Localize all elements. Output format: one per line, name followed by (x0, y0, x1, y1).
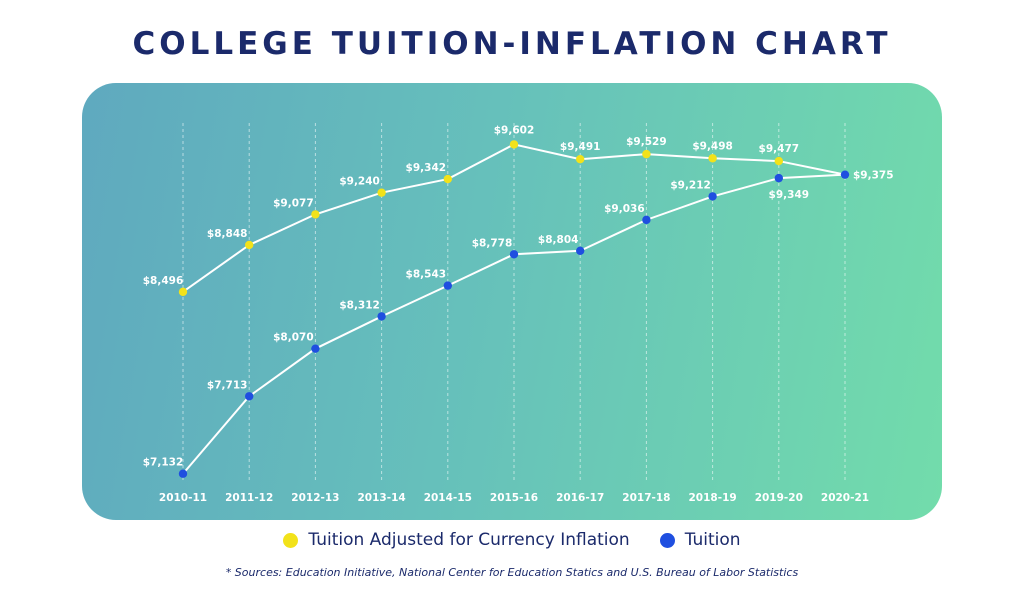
data-point-tuition (311, 344, 320, 353)
data-point-tuition (178, 469, 188, 478)
legend-item-tuition: Tuition (659, 530, 741, 550)
data-point-tuition (774, 173, 783, 183)
data-point-adjusted (576, 155, 585, 164)
legend-marker-tuition (659, 532, 675, 548)
x-tick-label: 2018-19 (688, 492, 736, 504)
data-label-tuition: $8,804 (538, 234, 579, 246)
data-label-tuition: $9,036 (604, 203, 645, 215)
x-tick-label: 2010-11 (159, 492, 207, 504)
x-tick-label: 2019-20 (755, 492, 803, 504)
data-label-tuition: $7,713 (207, 379, 248, 391)
data-label-adjusted: $8,496 (143, 275, 184, 287)
x-tick-label: 2020-21 (821, 492, 869, 504)
x-tick-label: 2015-16 (490, 492, 538, 504)
data-label-tuition: $9,349 (769, 189, 810, 201)
x-tick-label: 2011-12 (225, 492, 273, 504)
data-label-tuition: $8,543 (406, 269, 447, 281)
data-point-adjusted (708, 154, 717, 163)
x-tick-label: 2014-15 (424, 492, 472, 504)
data-point-tuition (245, 392, 254, 401)
x-tick-label: 2013-14 (357, 492, 405, 504)
data-point-adjusted (311, 210, 320, 219)
data-label-adjusted: $9,077 (273, 197, 314, 209)
data-label-tuition: $8,070 (273, 332, 314, 344)
legend-marker-adjusted (283, 532, 299, 548)
data-label-adjusted: $9,491 (560, 141, 601, 153)
line-chart: 2010-11 2011-12 2012-13 2013-14 2014-15 2015-… (143, 123, 894, 504)
data-label-adjusted: $9,602 (494, 124, 535, 136)
data-point-adjusted (642, 149, 651, 159)
data-point-adjusted (178, 287, 188, 297)
data-label-tuition: $9,375 (853, 170, 894, 182)
data-label-adjusted: $9,529 (626, 136, 667, 148)
data-point-tuition (708, 192, 717, 201)
data-point-adjusted (377, 188, 386, 197)
data-point-tuition (642, 215, 651, 225)
data-point-tuition (576, 246, 585, 255)
data-label-adjusted: $9,240 (339, 176, 380, 188)
legend: Tuition Adjusted for Currency Inflation … (0, 530, 1024, 550)
legend-label-tuition: Tuition (684, 530, 741, 550)
chart-panel: 2010-11 2011-12 2012-13 2013-14 2014-15 2015-… (82, 83, 942, 520)
legend-item-adjusted: Tuition Adjusted for Currency Inflation (283, 530, 630, 550)
data-point-tuition (377, 312, 386, 321)
legend-label-adjusted: Tuition Adjusted for Currency Inflation (308, 530, 630, 550)
x-tick-label: 2016-17 (556, 492, 604, 504)
data-point-adjusted (245, 240, 254, 250)
data-point-tuition (840, 170, 850, 179)
data-point-adjusted (774, 156, 783, 166)
x-tick-label: 2017-18 (622, 492, 670, 504)
x-tick-label: 2012-13 (291, 492, 339, 504)
data-label-tuition: $8,778 (472, 237, 513, 249)
chart-title: COLLEGE TUITION-INFLATION CHART (132, 26, 892, 62)
source-note: * Sources: Education Initiative, Nationa… (225, 566, 799, 579)
data-label-tuition: $8,312 (339, 299, 380, 311)
data-label-tuition: $9,212 (670, 179, 711, 191)
data-label-adjusted: $9,342 (406, 162, 447, 174)
data-label-adjusted: $8,848 (207, 228, 248, 240)
data-label-adjusted: $9,477 (759, 143, 800, 155)
data-label-tuition: $7,132 (143, 457, 184, 469)
data-point-tuition (443, 281, 452, 290)
data-label-adjusted: $9,498 (692, 140, 733, 152)
data-point-tuition (509, 250, 519, 259)
data-point-adjusted (443, 174, 452, 184)
data-point-adjusted (509, 140, 519, 149)
